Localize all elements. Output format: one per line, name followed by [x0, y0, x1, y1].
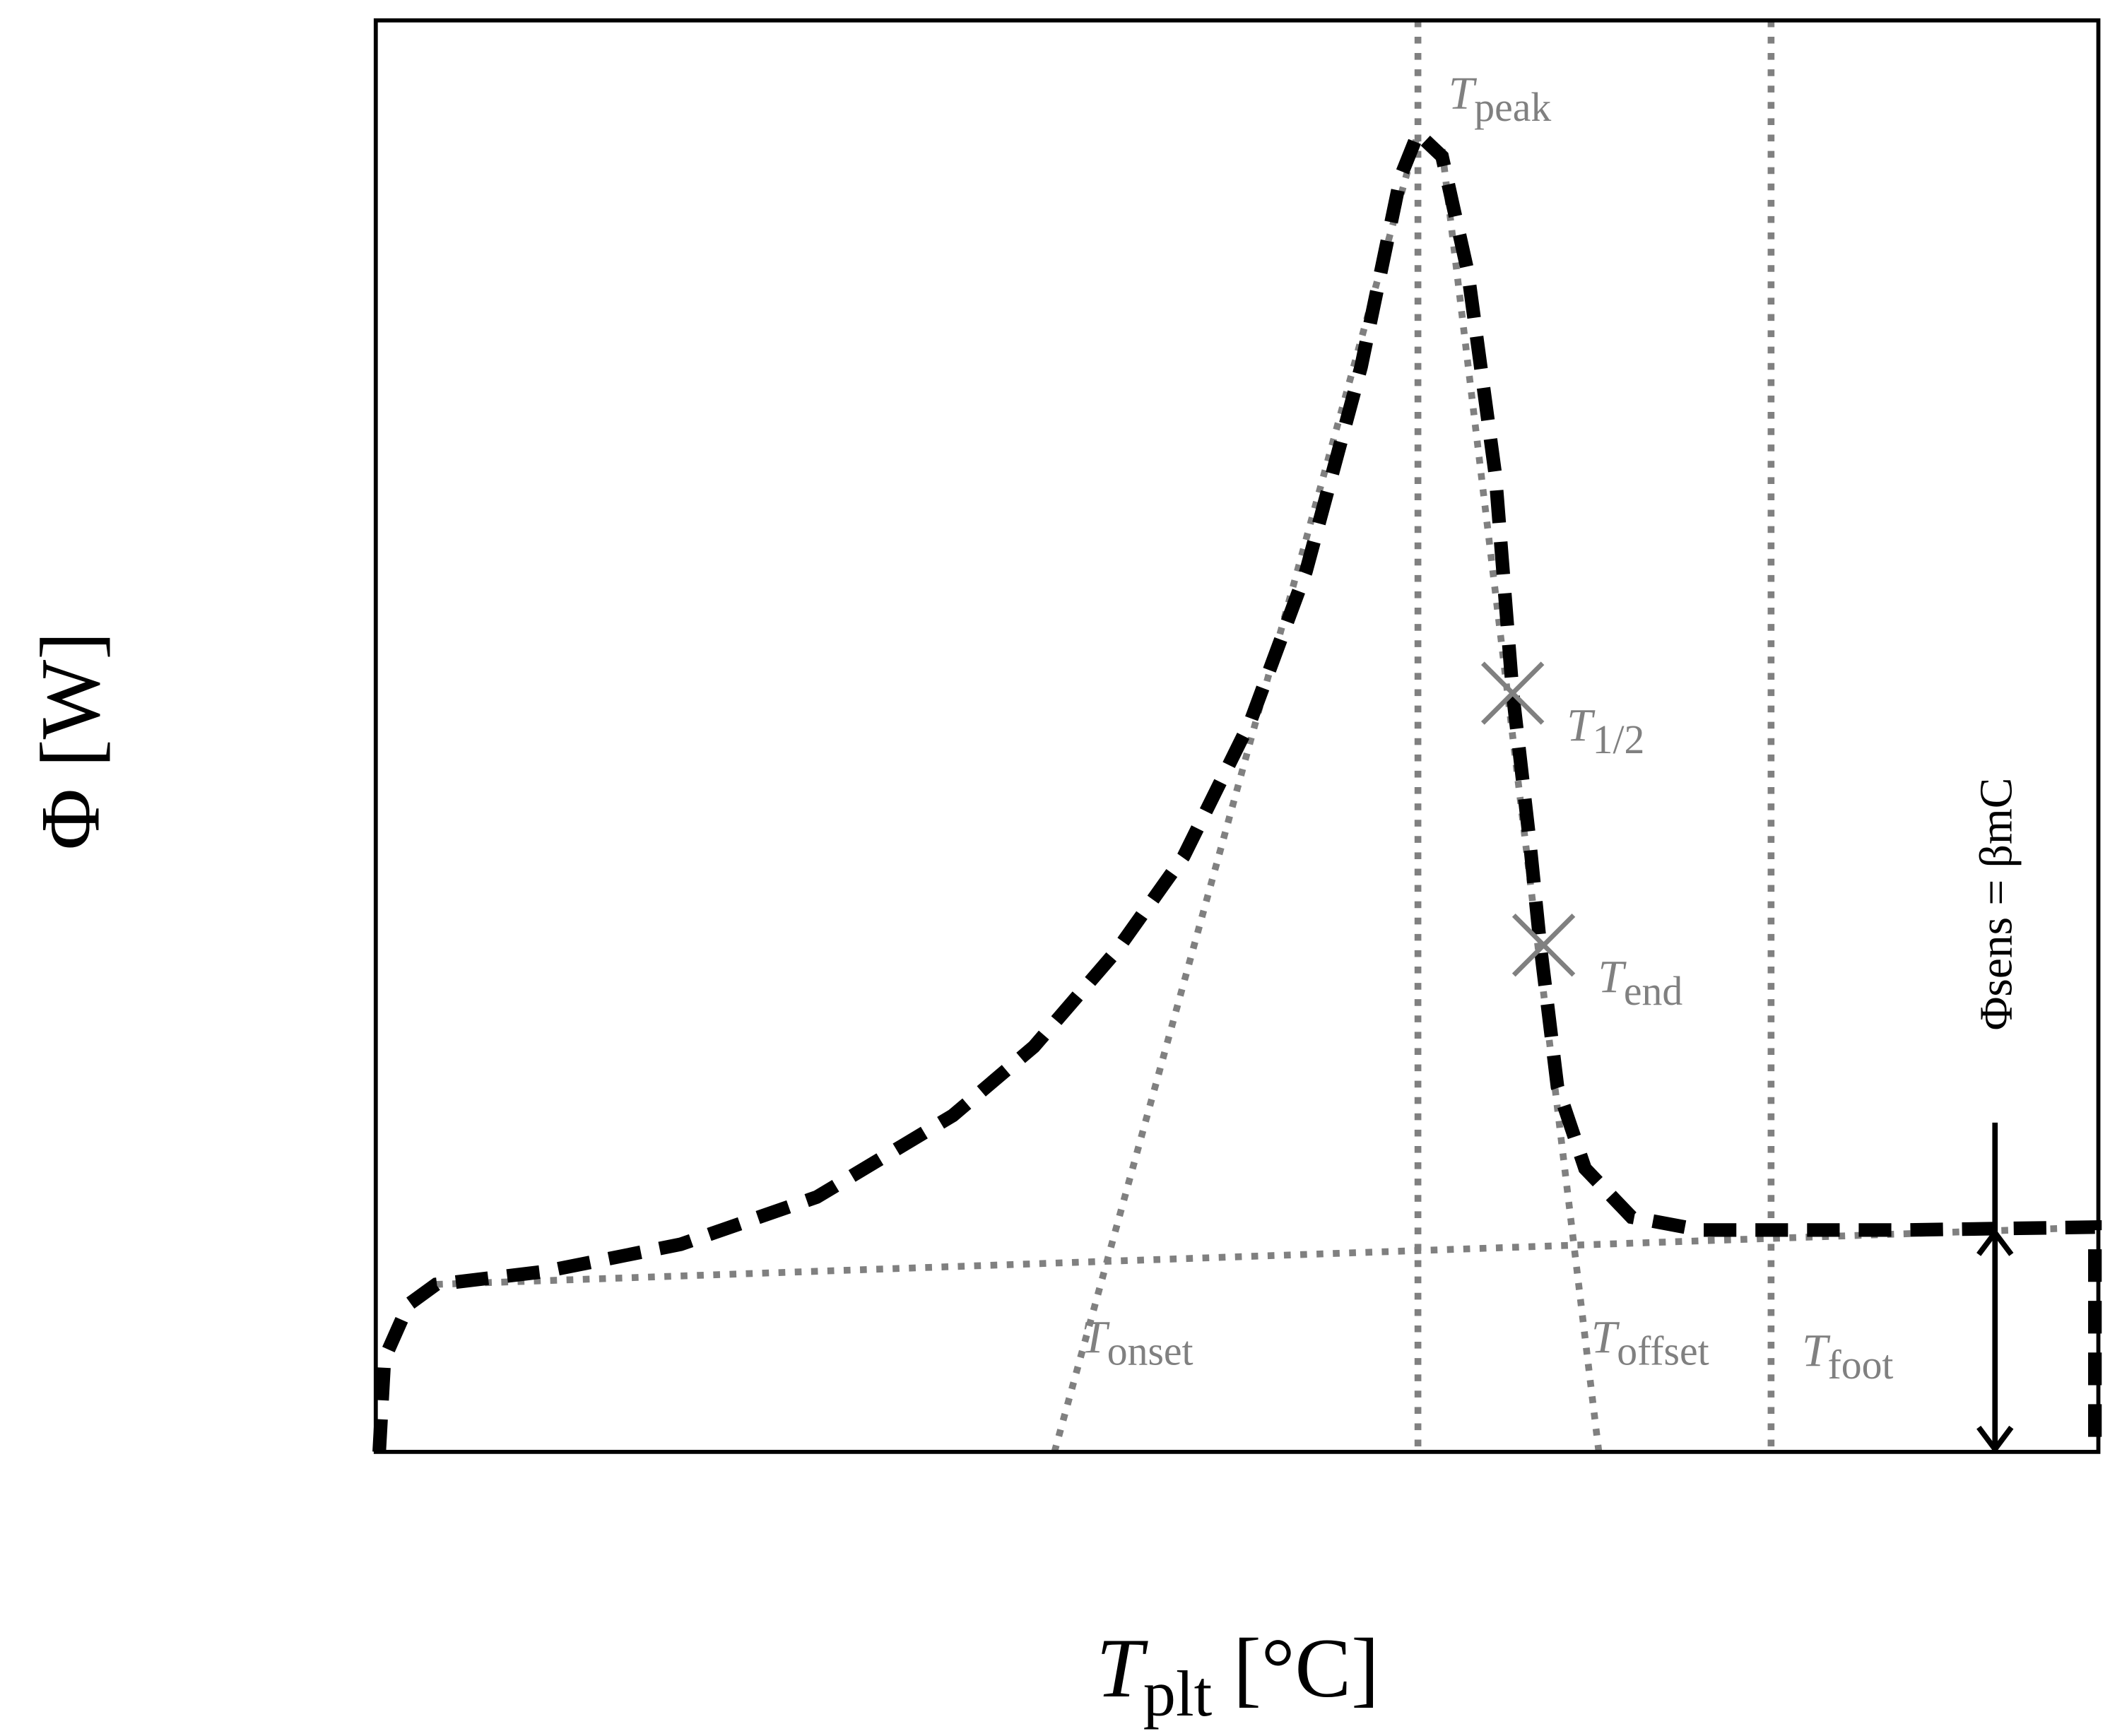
x-label-rest: [°C]: [1212, 1622, 1379, 1715]
annotation-main: T: [1449, 69, 1478, 119]
x-marker: [1511, 913, 1576, 977]
plot-frame: [373, 18, 2101, 1454]
annotation-sub: foot: [1827, 1343, 1893, 1388]
annotation-main: T: [1567, 701, 1596, 752]
annotation-main: T: [1591, 1312, 1620, 1363]
annotation-sub: peak: [1474, 85, 1551, 130]
annotation: Tpeak: [1449, 69, 1551, 130]
annotation-sub: onset: [1107, 1330, 1193, 1374]
annotation: T1/2: [1567, 701, 1644, 762]
annotation-sub: end: [1624, 969, 1682, 1014]
x-marker: [1480, 661, 1545, 725]
annotation: Toffset: [1591, 1312, 1709, 1374]
annotation-sub: 1/2: [1593, 718, 1645, 762]
annotation-main: T: [1081, 1312, 1110, 1363]
line-series: [372, 122, 2102, 1453]
arrow-head-bottom: [1976, 1425, 2014, 1454]
arrow-label: Φsens = βmC: [1971, 778, 2022, 1031]
annotation: Tfoot: [1802, 1326, 1893, 1388]
x-label-sub: plt: [1143, 1658, 1213, 1730]
annotation-main: T: [1802, 1326, 1831, 1377]
annotation: Tonset: [1081, 1312, 1193, 1374]
arrow-head-top: [1976, 1228, 2014, 1256]
y-axis-label: Φ [W]: [23, 632, 117, 850]
annotation-main: T: [1598, 952, 1627, 1003]
annotation-sub: offset: [1617, 1330, 1709, 1374]
x-label-main: T: [1096, 1622, 1148, 1715]
x-axis-label: Tplt [°C]: [1096, 1622, 1379, 1730]
annotation: Tend: [1598, 952, 1682, 1014]
